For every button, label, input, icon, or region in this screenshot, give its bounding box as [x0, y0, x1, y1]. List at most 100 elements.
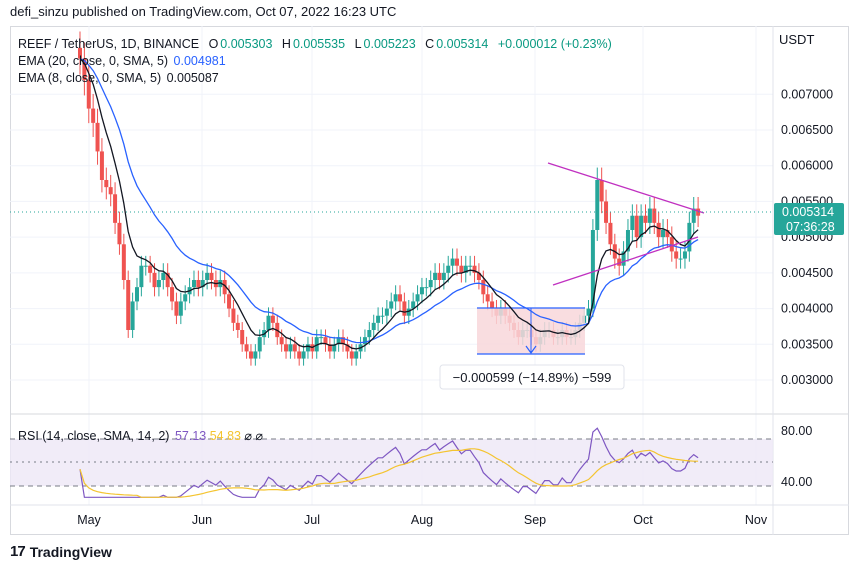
candle[interactable]: [108, 174, 113, 207]
candle[interactable]: [661, 219, 666, 248]
candle[interactable]: [99, 138, 104, 193]
candle[interactable]: [292, 336, 297, 359]
candle[interactable]: [380, 307, 385, 325]
candle[interactable]: [433, 263, 438, 290]
candle[interactable]: [687, 211, 692, 262]
candle[interactable]: [586, 300, 591, 325]
candle[interactable]: [170, 277, 175, 311]
candle[interactable]: [419, 277, 424, 304]
candle[interactable]: [165, 263, 170, 297]
candle[interactable]: [362, 329, 367, 352]
candle[interactable]: [354, 344, 359, 366]
candle[interactable]: [643, 204, 648, 234]
candle[interactable]: [621, 241, 626, 276]
candle[interactable]: [332, 336, 337, 359]
candle[interactable]: [674, 241, 679, 269]
candle[interactable]: [411, 292, 416, 318]
candle[interactable]: [113, 182, 118, 234]
candle[interactable]: [336, 329, 341, 352]
candle[interactable]: [117, 211, 122, 255]
candle[interactable]: [441, 263, 446, 290]
candle[interactable]: [345, 336, 350, 359]
legend-ema20-row[interactable]: EMA (20, close, 0, SMA, 5) 0.004981: [18, 53, 226, 70]
candle[interactable]: [134, 277, 139, 311]
candle[interactable]: [393, 285, 398, 311]
candle[interactable]: [284, 336, 289, 359]
candle[interactable]: [139, 255, 144, 297]
candle[interactable]: [481, 270, 486, 304]
candle[interactable]: [398, 285, 403, 311]
candle[interactable]: [191, 270, 196, 297]
candle[interactable]: [402, 292, 407, 325]
candle[interactable]: [678, 248, 683, 269]
candle[interactable]: [301, 344, 306, 366]
measure-box[interactable]: [477, 307, 585, 355]
candle[interactable]: [446, 255, 451, 283]
legend-ema8-row[interactable]: EMA (8, close, 0, SMA, 5) 0.005087: [18, 70, 219, 87]
candle[interactable]: [669, 226, 674, 262]
candle[interactable]: [389, 292, 394, 318]
candle[interactable]: [178, 292, 183, 325]
candle[interactable]: [459, 255, 464, 283]
legend-rsi-row[interactable]: RSI (14, close, SMA, 14, 2) 57.13 54.83 …: [18, 428, 263, 445]
candle[interactable]: [305, 336, 310, 359]
candle[interactable]: [297, 344, 302, 366]
candle[interactable]: [205, 263, 210, 290]
candle[interactable]: [608, 211, 613, 255]
candle[interactable]: [450, 248, 455, 276]
candle[interactable]: [200, 270, 205, 297]
candle[interactable]: [424, 277, 429, 297]
chart-frame[interactable]: [10, 26, 849, 535]
candle[interactable]: [196, 270, 201, 297]
candle[interactable]: [384, 300, 389, 325]
candle[interactable]: [617, 248, 622, 276]
candle[interactable]: [652, 197, 657, 234]
candle[interactable]: [327, 336, 332, 359]
candle[interactable]: [95, 108, 100, 165]
candle[interactable]: [235, 314, 240, 338]
candle[interactable]: [463, 255, 468, 283]
candle[interactable]: [270, 307, 275, 331]
candle[interactable]: [472, 255, 477, 283]
candle[interactable]: [691, 197, 696, 234]
candle[interactable]: [428, 270, 433, 297]
candle[interactable]: [323, 329, 328, 352]
candle[interactable]: [156, 270, 161, 297]
candle[interactable]: [222, 270, 227, 304]
candle[interactable]: [455, 248, 459, 276]
candle[interactable]: [639, 204, 644, 248]
candle[interactable]: [174, 292, 179, 325]
candle[interactable]: [161, 263, 166, 290]
candle[interactable]: [665, 219, 670, 248]
candle[interactable]: [130, 292, 135, 338]
candle[interactable]: [656, 211, 661, 248]
candle[interactable]: [476, 263, 481, 290]
candle[interactable]: [240, 322, 245, 352]
candle[interactable]: [183, 285, 188, 311]
candle[interactable]: [595, 167, 600, 241]
legend-symbol-row[interactable]: REEF / TetherUS, 1D, BINANCE O 0.005303 H…: [18, 36, 618, 53]
candle[interactable]: [126, 270, 131, 338]
candle[interactable]: [91, 94, 96, 137]
candle[interactable]: [406, 300, 411, 325]
candle[interactable]: [257, 329, 262, 359]
candle[interactable]: [121, 233, 126, 290]
candle[interactable]: [485, 285, 490, 311]
candle[interactable]: [371, 314, 376, 338]
candle[interactable]: [82, 42, 87, 96]
candle[interactable]: [437, 263, 442, 290]
candle[interactable]: [209, 263, 214, 290]
candle[interactable]: [248, 344, 253, 366]
candle[interactable]: [341, 329, 346, 352]
candle[interactable]: [148, 255, 153, 283]
candle[interactable]: [78, 31, 82, 75]
candle[interactable]: [625, 219, 630, 262]
candle[interactable]: [104, 167, 109, 200]
candle[interactable]: [376, 307, 381, 331]
candle[interactable]: [599, 167, 604, 214]
candle[interactable]: [319, 329, 324, 345]
candle[interactable]: [253, 344, 258, 366]
candle[interactable]: [630, 204, 635, 241]
candle[interactable]: [244, 336, 249, 359]
